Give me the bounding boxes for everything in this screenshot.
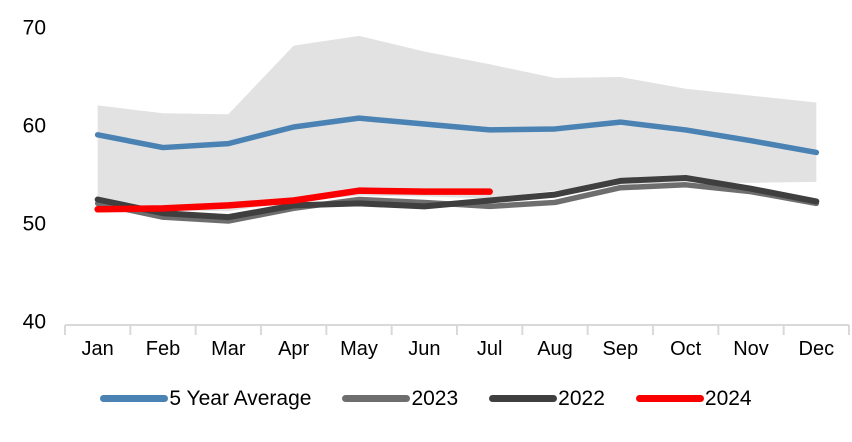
series-line-2024 — [94, 187, 493, 213]
series-line-5-year-average — [94, 115, 820, 156]
legend-item-2022: 2022 — [489, 388, 605, 409]
y-tick-label-70: 70 — [23, 17, 46, 40]
x-tick-label-apr: Apr — [278, 338, 309, 360]
x-tick-label-jan: Jan — [82, 338, 114, 360]
x-tick-label-jun: Jun — [408, 338, 440, 360]
x-tick-label-may: May — [340, 338, 378, 360]
x-tick-label-jul: Jul — [477, 338, 503, 360]
five-year-range-band — [97, 35, 817, 212]
x-tick-label-mar: Mar — [211, 338, 246, 360]
legend-label-2022: 2022 — [558, 386, 605, 410]
legend-swatch-5-year-average — [100, 394, 169, 402]
y-tick-label-50: 50 — [23, 213, 46, 236]
legend-swatch-2024 — [635, 394, 704, 402]
x-tick-label-oct: Oct — [670, 338, 702, 360]
legend-item-2023: 2023 — [342, 388, 458, 409]
x-tick-label-dec: Dec — [799, 338, 835, 360]
x-tick-label-sep: Sep — [603, 338, 639, 360]
x-tick-label-nov: Nov — [733, 338, 769, 360]
y-tick-label-40: 40 — [23, 311, 46, 334]
legend-swatch-2023 — [342, 394, 411, 402]
legend-label-2024: 2024 — [704, 386, 752, 410]
x-tick-label-feb: Feb — [146, 338, 180, 360]
legend-item-2024: 2024 — [635, 386, 752, 410]
series-line-2022 — [94, 174, 820, 221]
legend-item-5-year-average: 5 Year Average — [100, 388, 311, 409]
legend-label-2023: 2023 — [411, 386, 459, 410]
legend-label-5-year-average: 5 Year Average — [169, 386, 312, 410]
x-tick-label-aug: Aug — [537, 338, 573, 360]
y-tick-label-60: 60 — [23, 115, 46, 138]
legend-swatch-2022 — [489, 394, 558, 402]
chart-legend: 5 Year Average 2023 2022 2024 — [0, 383, 852, 413]
